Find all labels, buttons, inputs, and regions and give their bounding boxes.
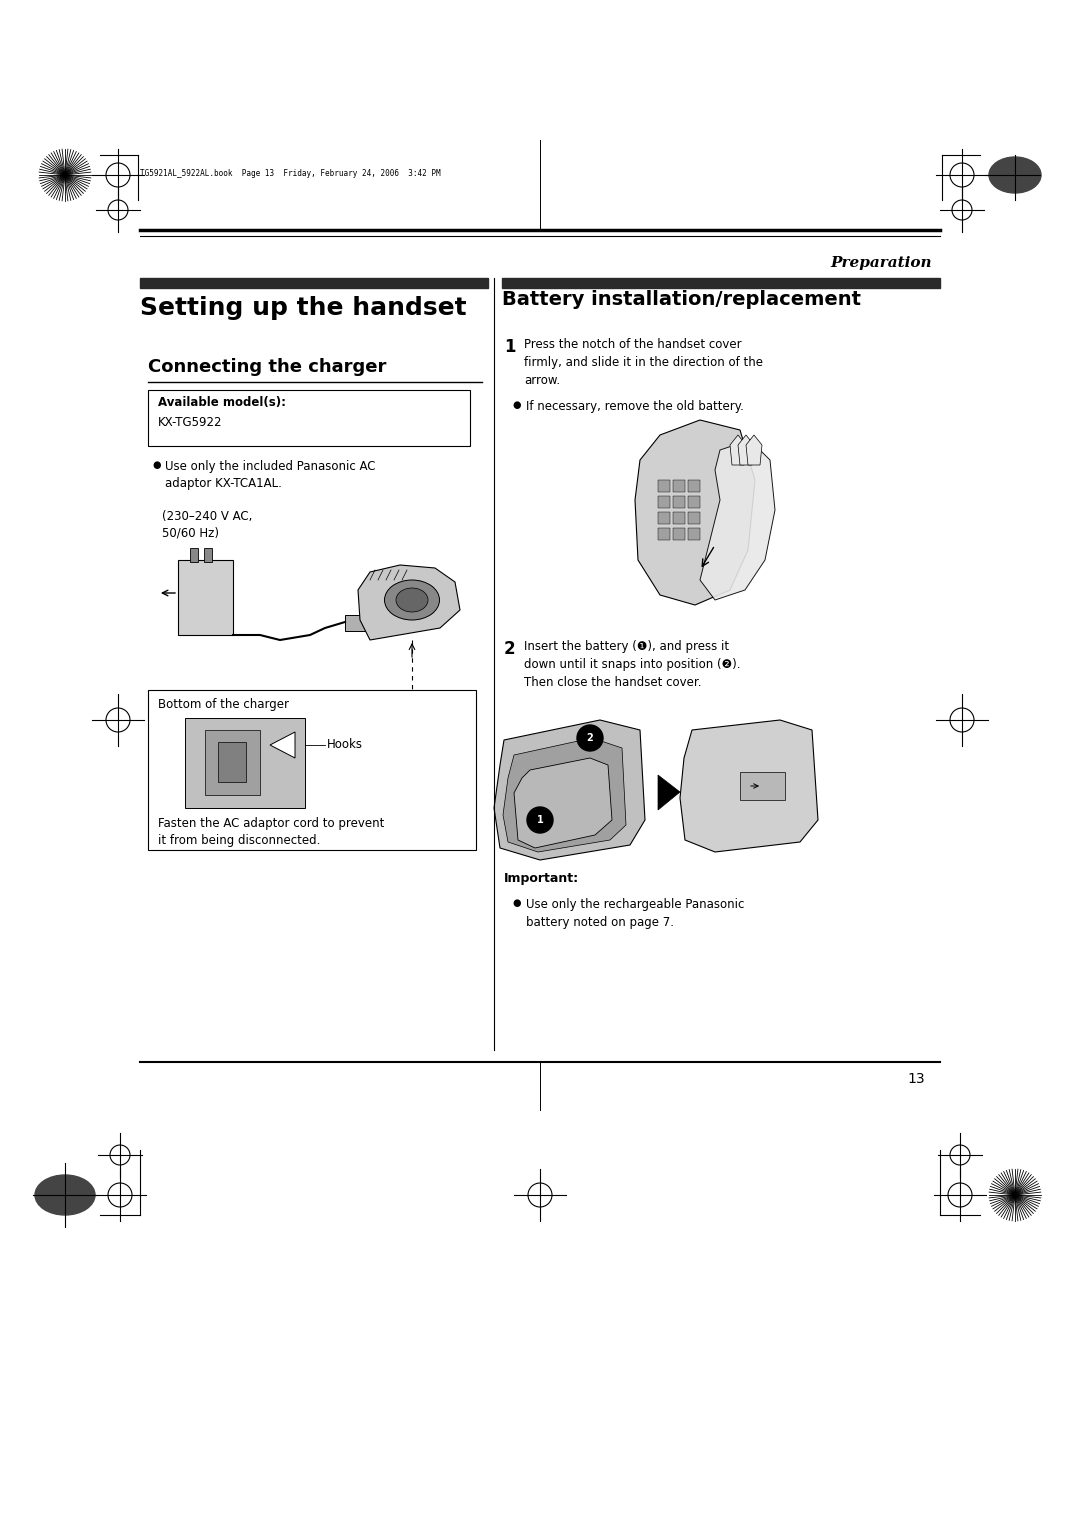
Bar — [673, 512, 685, 524]
Polygon shape — [700, 440, 775, 601]
Text: Press the notch of the handset cover
firmly, and slide it in the direction of th: Press the notch of the handset cover fir… — [524, 338, 762, 387]
Polygon shape — [357, 565, 460, 640]
Text: If necessary, remove the old battery.: If necessary, remove the old battery. — [526, 400, 744, 413]
Text: KX-TG5922: KX-TG5922 — [158, 416, 222, 429]
Bar — [658, 512, 670, 524]
Bar — [658, 529, 670, 539]
Text: Setting up the handset: Setting up the handset — [140, 296, 467, 319]
Bar — [148, 691, 476, 850]
Bar — [688, 480, 700, 492]
Bar — [688, 529, 700, 539]
Text: 13: 13 — [907, 1073, 924, 1086]
Ellipse shape — [989, 157, 1041, 193]
Text: ●: ● — [512, 898, 521, 908]
Polygon shape — [738, 435, 754, 465]
Polygon shape — [494, 720, 645, 860]
Polygon shape — [730, 435, 746, 465]
Text: TG5921AL_5922AL.book  Page 13  Friday, February 24, 2006  3:42 PM: TG5921AL_5922AL.book Page 13 Friday, Feb… — [140, 170, 441, 179]
Text: 1: 1 — [537, 814, 543, 825]
Bar — [688, 497, 700, 507]
Polygon shape — [635, 420, 755, 605]
Bar — [190, 549, 198, 562]
Polygon shape — [514, 758, 612, 848]
Polygon shape — [503, 738, 626, 853]
Text: 1: 1 — [504, 338, 515, 356]
Ellipse shape — [384, 581, 440, 620]
Bar — [658, 497, 670, 507]
Text: Insert the battery (❶), and press it
down until it snaps into position (❷).
Then: Insert the battery (❶), and press it dow… — [524, 640, 741, 689]
Bar — [740, 772, 785, 801]
Bar — [148, 390, 470, 446]
Text: ●: ● — [152, 460, 161, 471]
Bar — [185, 718, 305, 808]
Text: Available model(s):: Available model(s): — [158, 396, 286, 410]
Bar — [673, 480, 685, 492]
Text: Connecting the charger: Connecting the charger — [148, 358, 387, 376]
Polygon shape — [680, 720, 818, 853]
Text: Preparation: Preparation — [831, 257, 932, 270]
Text: Hooks: Hooks — [327, 738, 363, 752]
Ellipse shape — [396, 588, 428, 613]
Bar — [218, 743, 246, 782]
Ellipse shape — [35, 1175, 95, 1215]
Text: Use only the included Panasonic AC
adaptor KX-TCA1AL.: Use only the included Panasonic AC adapt… — [165, 460, 376, 490]
Text: Battery installation/replacement: Battery installation/replacement — [502, 290, 861, 309]
Bar — [673, 497, 685, 507]
Circle shape — [527, 807, 553, 833]
Text: Use only the rechargeable Panasonic
battery noted on page 7.: Use only the rechargeable Panasonic batt… — [526, 898, 744, 929]
Text: (230–240 V AC,
50/60 Hz): (230–240 V AC, 50/60 Hz) — [162, 510, 253, 539]
Bar — [502, 278, 940, 287]
Bar — [204, 549, 212, 562]
Bar — [688, 512, 700, 524]
Text: Bottom of the charger: Bottom of the charger — [158, 698, 289, 711]
Text: 2: 2 — [586, 733, 593, 743]
Bar — [658, 480, 670, 492]
Bar — [140, 278, 488, 287]
Polygon shape — [658, 775, 680, 810]
Bar — [345, 614, 367, 631]
Bar — [178, 559, 233, 636]
Bar — [673, 529, 685, 539]
Polygon shape — [746, 435, 762, 465]
Text: ●: ● — [512, 400, 521, 410]
Bar — [205, 730, 260, 795]
Text: Fasten the AC adaptor cord to prevent
it from being disconnected.: Fasten the AC adaptor cord to prevent it… — [158, 817, 384, 847]
Polygon shape — [270, 732, 295, 758]
Text: 2: 2 — [504, 640, 515, 659]
Text: Important:: Important: — [504, 872, 579, 885]
Circle shape — [577, 724, 603, 750]
